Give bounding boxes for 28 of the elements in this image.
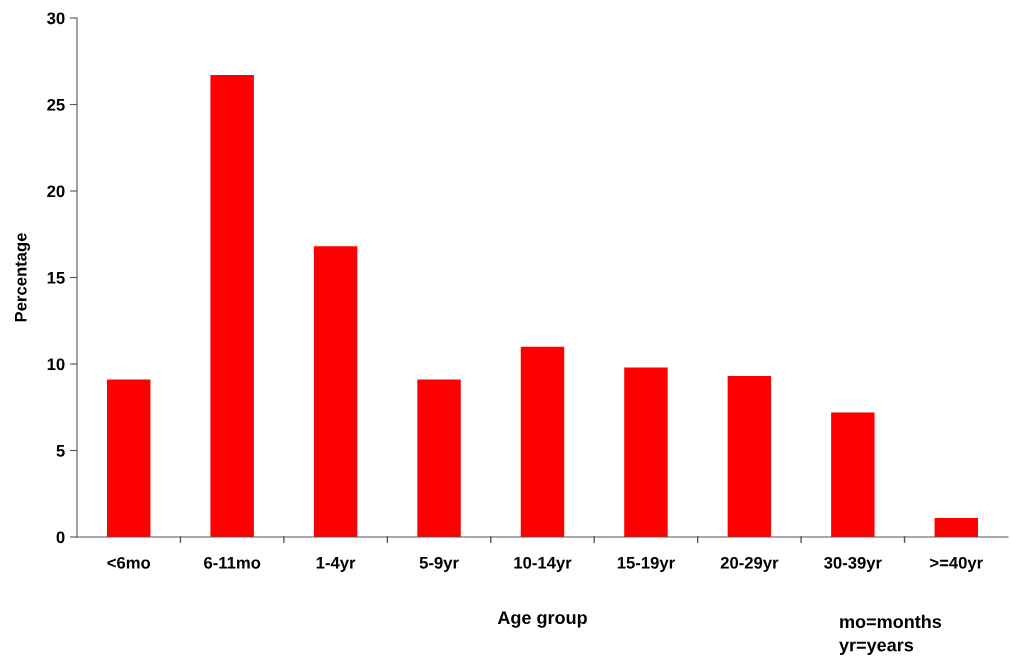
y-tick-label: 20: [47, 185, 65, 198]
y-tick-label: 5: [56, 445, 65, 457]
bar: [727, 376, 772, 537]
bar: [624, 367, 668, 537]
bar: [520, 346, 565, 537]
bar: [210, 75, 254, 537]
x-tick-label: >=40yr: [930, 556, 983, 572]
bar: [313, 246, 358, 537]
x-axis-title: Age group: [497, 611, 587, 628]
bar: [107, 379, 151, 537]
y-tick-label: 15: [47, 272, 65, 284]
bar: [417, 379, 461, 537]
bar: [831, 412, 875, 537]
y-tick-label: 25: [47, 98, 65, 111]
x-tick-label: 30-39yr: [824, 556, 882, 572]
x-tick-label: 5-9yr: [419, 556, 459, 572]
bar: [934, 517, 978, 537]
y-axis-title: Percentage: [14, 233, 30, 322]
x-tick-label: 20-29yr: [720, 556, 779, 572]
text: mo=months yr=years: [839, 614, 942, 655]
x-tick-label: <6mo: [107, 556, 151, 569]
x-tick-label: 1-4yr: [316, 557, 356, 572]
y-tick-label: 10: [47, 358, 65, 371]
x-tick-label: 6-11mo: [204, 556, 261, 569]
x-tick-label: 15-19yr: [617, 556, 675, 572]
x-tick-label: 10-14yr: [514, 556, 572, 572]
y-tick-label: 0: [56, 531, 65, 544]
y-tick-label: 30: [47, 12, 65, 25]
